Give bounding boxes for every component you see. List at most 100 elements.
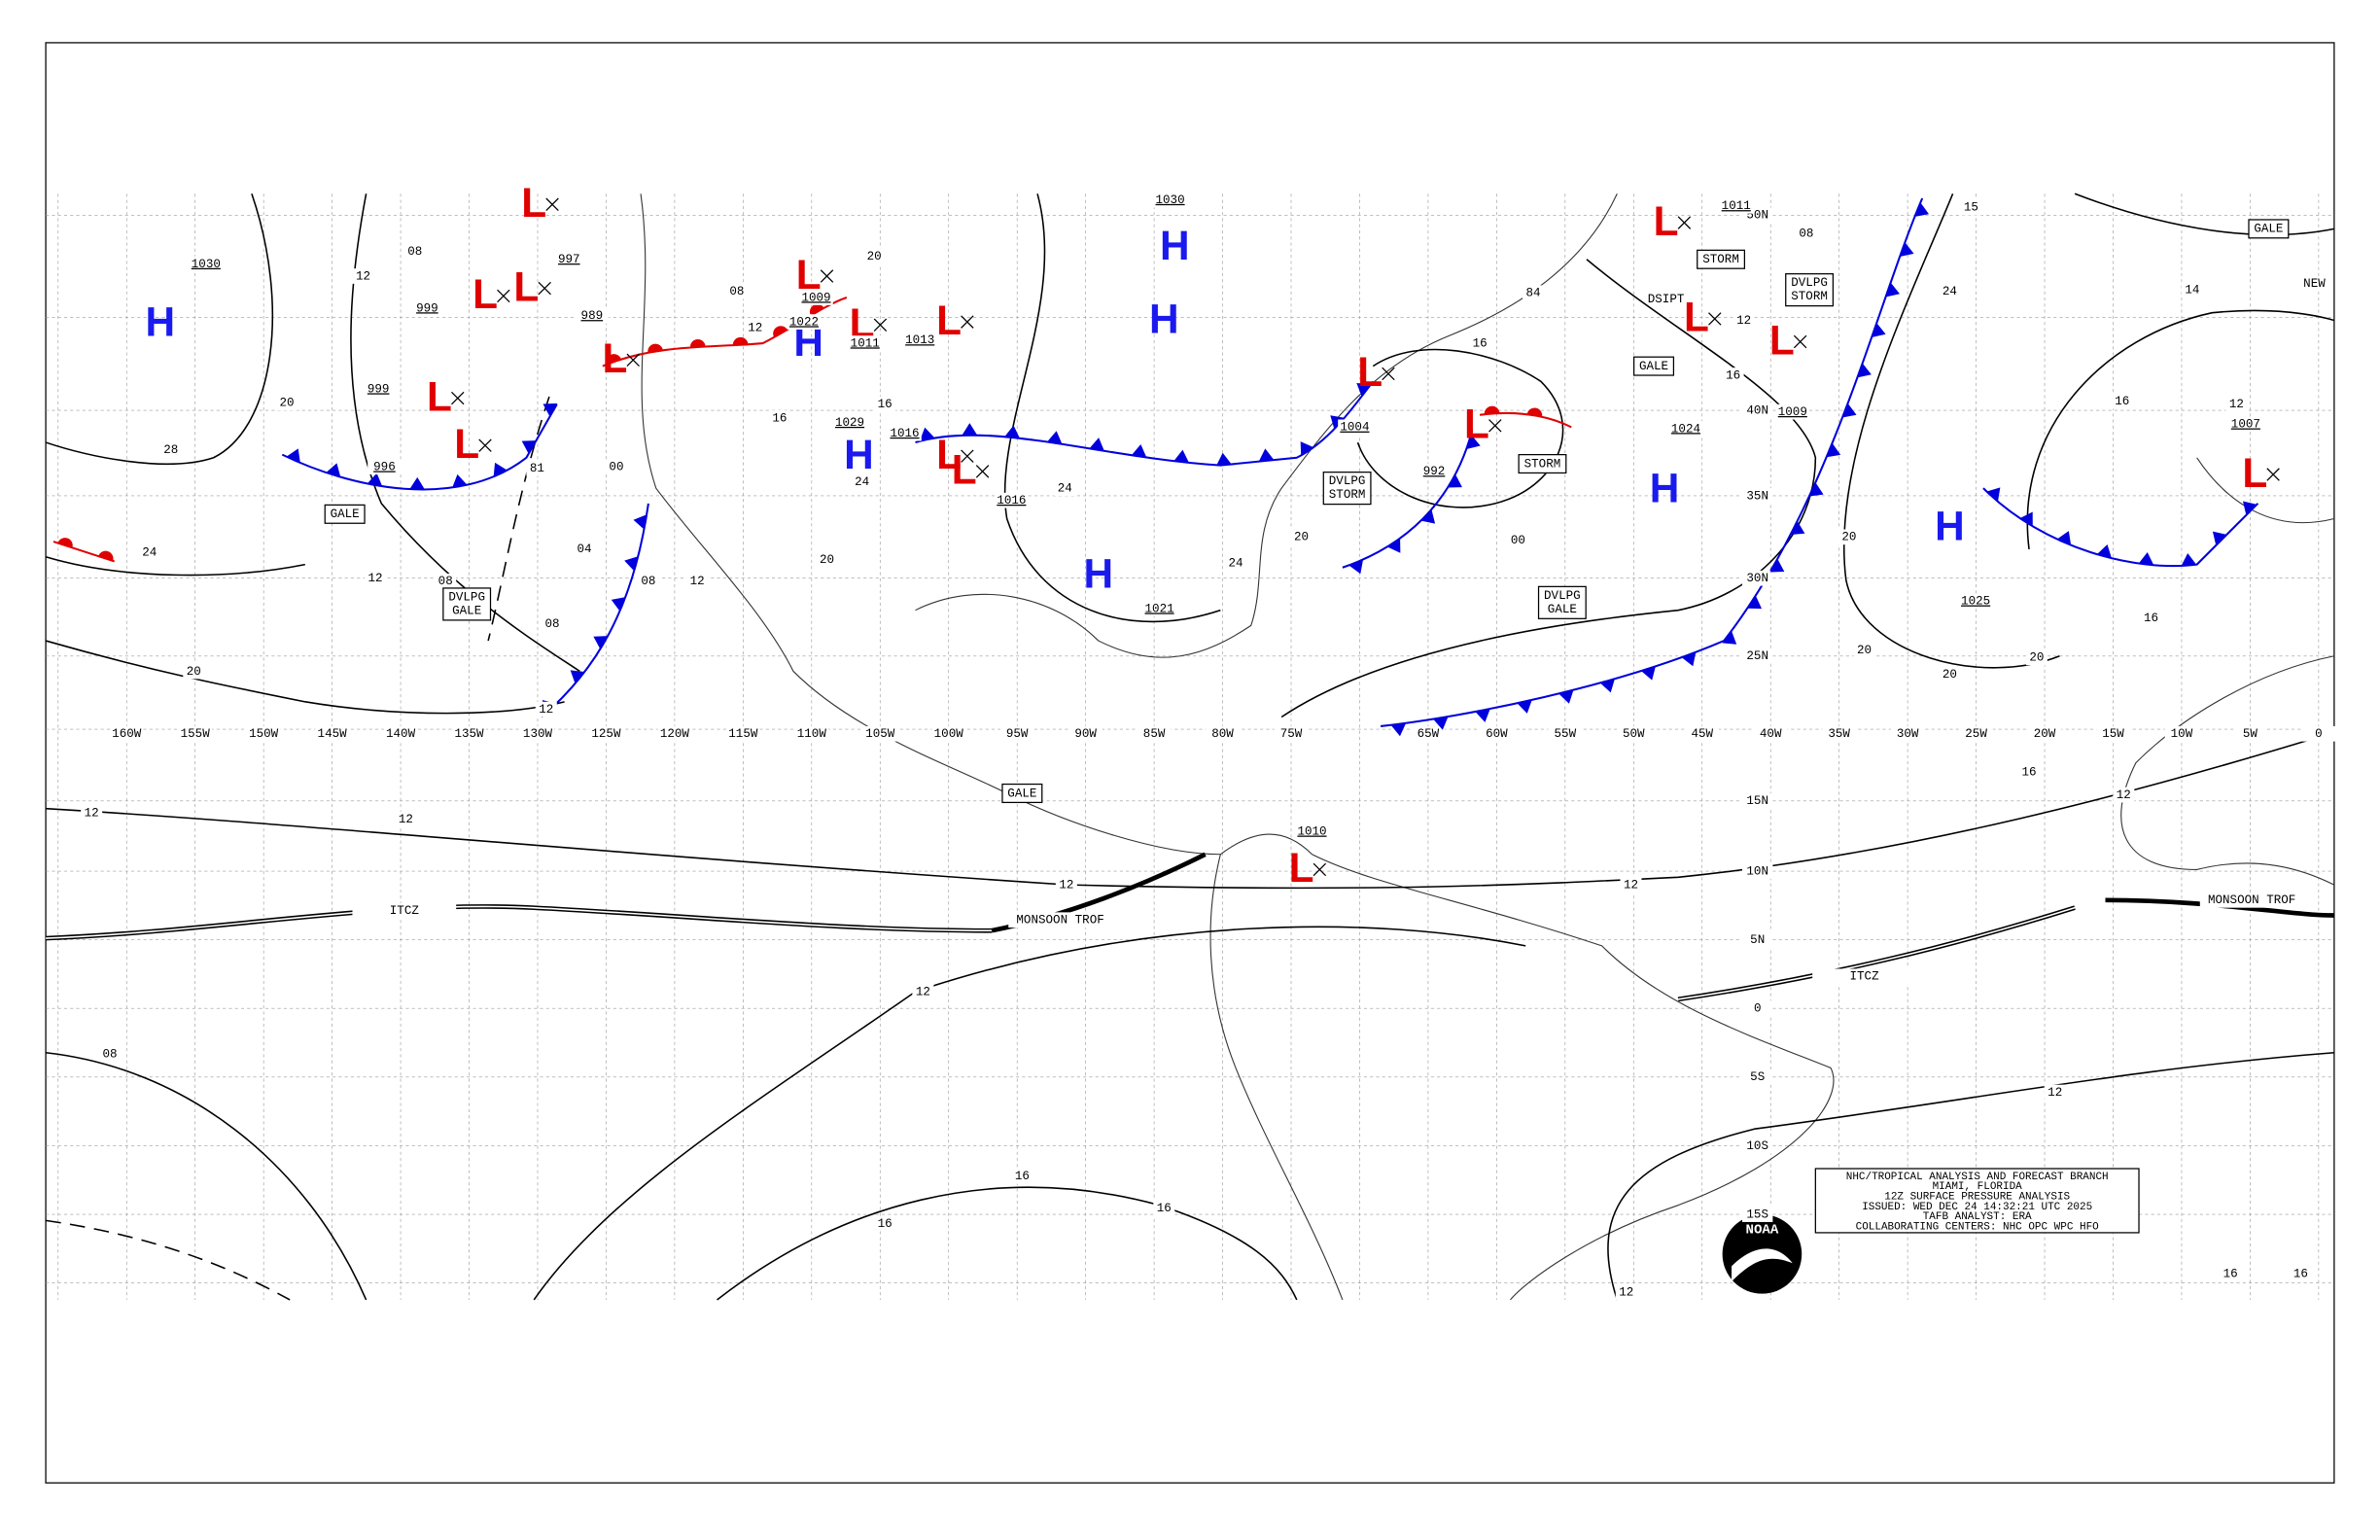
label-bg [2290,1266,2312,1282]
label-bg [874,396,896,412]
pressure-center: H [1084,550,1114,596]
label-bg [368,459,402,475]
isobar-label: 12 [2117,788,2131,802]
pressure-label: 1029 [835,416,864,430]
front-pip [1466,435,1481,450]
label-bg [874,1215,896,1232]
front-pip [1872,323,1886,338]
isobar-label: 12 [1624,878,1638,892]
warning-box [1697,249,1746,269]
label-bg [452,725,486,742]
cold-front [1381,197,1924,727]
front-pip [2212,531,2227,545]
isobar-label: 08 [729,285,744,298]
front-pip [1826,442,1841,458]
pressure-center: L [454,421,479,467]
label-bg [109,725,144,742]
label-bg [1206,725,1240,742]
pressure-center: L [472,271,498,317]
title-line: NHC/TROPICAL ANALYSIS AND FORECAST BRANC… [1846,1172,2109,1183]
front-pip [286,448,300,464]
pressure-label: 1022 [789,315,819,329]
front-pip [2056,531,2072,545]
isobar-label: 08 [545,617,560,631]
lon-label: 145W [318,727,348,741]
grid [46,193,2334,1300]
label-bg [1411,725,1446,742]
label-bg [1295,823,1329,840]
front-pip [919,427,935,441]
front-pip [624,556,639,572]
lat-label: 10N [1746,864,1768,878]
lon-label: 65W [1418,727,1440,741]
pressure-center: H [145,298,175,344]
warning-box [324,504,366,524]
label-bg [1742,402,1773,418]
isobar-label: 12 [1736,314,1751,328]
label-bg [98,1046,121,1063]
itcz-inner [46,905,992,939]
title-line: COLLABORATING CENTERS: NHC OPC WPC HFO [1856,1222,2100,1234]
lat-label: 40N [1746,403,1768,417]
coast [2196,457,2335,524]
pressure-center: L [1769,317,1795,363]
warning-box [442,587,492,621]
lon-label: 55W [1555,727,1577,741]
center-mark [2266,468,2280,481]
isobar-label: 12 [539,703,553,717]
pressure-label: 1030 [192,258,221,271]
isobar-label: 00 [609,460,623,473]
isobar-label: 20 [1841,531,1856,544]
isobar [1003,193,1221,623]
isobar [1356,348,1564,508]
lon-label: 25W [1965,727,1987,741]
label-bg [832,414,867,431]
isobar-label: NEW [2303,277,2326,291]
pressure-center: L [521,180,546,226]
label-bg [1853,642,1875,658]
pressure-center: L [2242,450,2267,496]
lat-label: 30N [1746,572,1768,585]
warning-box [1785,273,1835,307]
isobar-label: 12 [916,985,930,998]
lon-label: 120W [660,727,690,741]
isobar [717,1186,1298,1301]
isobar [45,1051,368,1301]
front-pip [2181,552,2197,567]
label-bg [189,256,224,272]
label-bg [725,283,748,299]
lat-label: 0 [1754,1002,1762,1016]
front-pip [1747,595,1763,610]
label-bg [1838,529,1860,545]
warning-label: DVLPG GALE [448,591,485,618]
pressure-label: 1010 [1297,825,1326,839]
isobar-label: 15 [1964,201,1978,215]
warning-box [1537,585,1587,619]
isobar [2026,309,2335,550]
label-bg [2113,787,2135,803]
label-bg [1055,877,1077,892]
isobar [533,926,1526,1301]
title-line: 12Z SURFACE PRESSURE ANALYSIS [1884,1191,2070,1203]
front-pip [1089,438,1104,451]
pressure-label: 1004 [1340,421,1369,435]
coast [1312,854,1835,1301]
center-mark [961,449,974,463]
label-bg [2018,764,2041,780]
front-pip [2096,544,2112,559]
center-mark [1382,367,1395,381]
isobar-label: 16 [1473,336,1488,350]
front-pip [1517,699,1532,714]
pressure-center: L [1289,845,1314,891]
isobar-label: 16 [2022,765,2037,779]
label-bg [1960,199,1982,216]
label-bg [1008,912,1112,928]
label-bg [931,725,965,742]
pressure-label: 989 [581,309,604,323]
front-pip [1885,282,1900,298]
isobar [45,193,274,466]
isobar [1607,1051,2334,1301]
label-bg [183,663,205,680]
label-bg [863,725,897,742]
front-pip [962,423,978,436]
